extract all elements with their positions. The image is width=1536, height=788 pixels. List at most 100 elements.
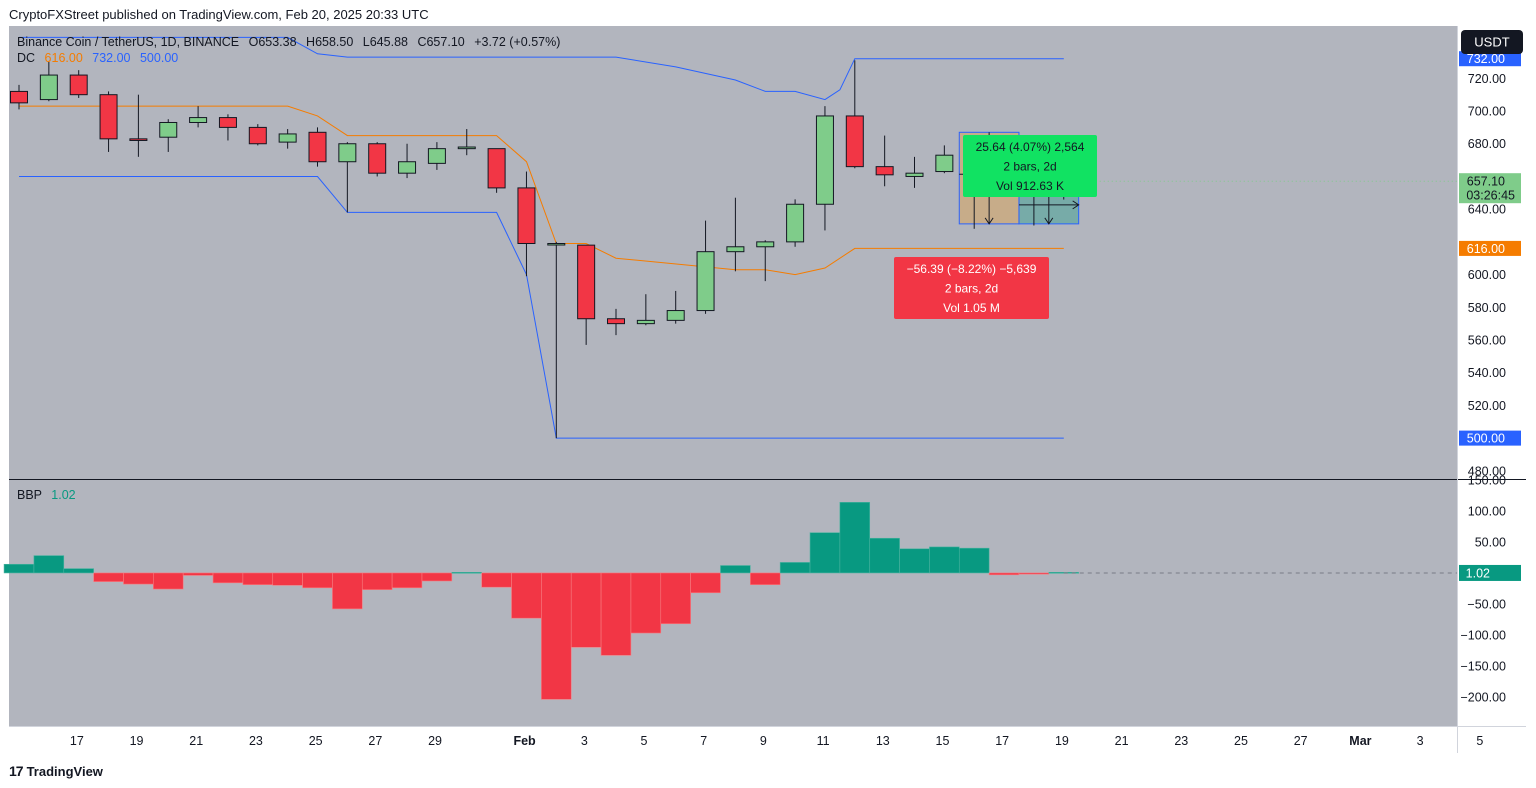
price-label-text: 732.00 <box>1467 52 1505 66</box>
dc-legend-label[interactable]: DC <box>17 51 35 65</box>
currency-button-label[interactable]: USDT <box>1474 35 1509 50</box>
bbp-histogram <box>3 502 1457 700</box>
measure-tooltip-text: −56.39 (−8.22%) −5,639 <box>907 262 1037 276</box>
candle-down <box>845 60 864 169</box>
candle-body <box>427 148 446 164</box>
price-tick-label: 520.00 <box>1468 399 1506 413</box>
bbp-bar <box>809 532 841 574</box>
time-axis-background[interactable] <box>9 727 1526 753</box>
measure-tooltip: −56.39 (−8.22%) −5,639 2 bars, 2d Vol 1.05… <box>894 257 1049 319</box>
dc-basis-line <box>19 105 1064 276</box>
countdown-label: 03:26:45 <box>1466 189 1515 203</box>
candle-body <box>218 117 237 128</box>
bbp-bar <box>332 572 363 610</box>
price-label-text: 500.00 <box>1467 432 1505 446</box>
candle-body <box>756 241 775 248</box>
candle-body <box>10 90 28 104</box>
bbp-bar <box>451 572 482 574</box>
bbp-bar <box>481 572 512 588</box>
bbp-legend-label[interactable]: BBP <box>17 488 42 502</box>
price-tick-label: 540.00 <box>1468 366 1506 380</box>
price-label: 616.00 <box>1459 240 1521 256</box>
price-label-box <box>1459 51 1521 67</box>
candle-up <box>547 241 566 439</box>
legend-symbol[interactable]: Binance Coin / TetherUS, 1D, BINANCE <box>17 35 239 49</box>
scale-background[interactable] <box>1458 26 1526 726</box>
candle-down <box>218 114 237 141</box>
candle-down <box>368 142 387 177</box>
bbp-bar <box>33 555 65 574</box>
candle-body <box>278 133 297 143</box>
time-axis-ticks: 17 19 21 23 25 27 29 Feb 3 5 7 9 11 13 15 17 19 21 23 25 27 M… <box>70 734 1483 748</box>
tradingview-logo-mark: 17 <box>9 763 24 779</box>
tradingview-logo[interactable]: 17 TradingView <box>9 763 103 779</box>
candle-down <box>875 135 894 187</box>
candle-body <box>99 94 118 140</box>
candle-body <box>845 115 864 168</box>
bbp-bar <box>123 572 154 585</box>
legend-change: +3.72 (+0.57%) <box>474 35 560 49</box>
bbp-pane-background[interactable] <box>9 480 1457 726</box>
candle-body <box>189 117 208 123</box>
bbp-tick-label: −150.00 <box>1460 659 1506 673</box>
currency-button[interactable]: USDT <box>1461 30 1523 54</box>
candle-body <box>159 121 178 138</box>
measure-tooltip-box <box>963 135 1097 197</box>
time-tick-label: 21 <box>1115 734 1129 748</box>
candle-up <box>427 142 446 170</box>
candle-down <box>69 70 88 98</box>
measure-v-arrowhead <box>984 217 994 225</box>
price-tick-label: 600.00 <box>1468 268 1506 282</box>
time-tick-label: 13 <box>876 734 890 748</box>
candle-up <box>636 294 655 326</box>
candle-body <box>696 251 715 312</box>
bbp-bar <box>570 572 602 648</box>
bbp-bar <box>929 546 960 574</box>
candle-up <box>159 119 178 152</box>
candle-body <box>547 243 566 246</box>
bbp-bar <box>839 502 871 574</box>
price-tick-label: 700.00 <box>1468 105 1506 119</box>
candle-body <box>368 143 387 174</box>
time-tick-label: 21 <box>189 734 203 748</box>
candle-body <box>129 138 148 141</box>
candle-body <box>577 244 596 320</box>
publisher-caption: CryptoFXStreet published on TradingView.… <box>9 7 429 22</box>
candle-down <box>10 84 28 110</box>
measure-tooltip-text: 25.64 (4.07%) 2,564 <box>976 140 1085 154</box>
candle-body <box>607 318 625 325</box>
price-pane-background[interactable] <box>9 26 1457 479</box>
bbp-bar <box>511 572 542 619</box>
dc-upper-line <box>19 36 1064 101</box>
bbp-bar <box>302 572 333 589</box>
candle-up <box>278 129 297 149</box>
candle-body <box>517 187 536 245</box>
time-tick-label: 23 <box>1174 734 1188 748</box>
candle-body <box>308 131 327 163</box>
time-tick-label: Mar <box>1349 734 1371 748</box>
candle-body <box>398 161 417 174</box>
measure-tooltip-box <box>894 257 1049 319</box>
dc-upper-value: 732.00 <box>92 51 130 65</box>
dc-basis-value: 616.00 <box>45 51 83 65</box>
candle-down <box>487 148 506 193</box>
candle-body <box>726 246 745 253</box>
measure-tooltip-text: Vol 1.05 M <box>943 301 1000 315</box>
candle-down <box>577 244 596 345</box>
time-tick-label: 3 <box>1417 734 1424 748</box>
legend-high-value: 658.50 <box>315 35 353 49</box>
bbp-bar <box>361 572 393 590</box>
candle-body <box>248 126 267 145</box>
bbp-axis-ticks: 150.00 100.00 50.00 −50.00 −100.00 −150.00 −20… <box>1460 474 1506 705</box>
legend-low-value: 645.88 <box>370 35 408 49</box>
candle-up <box>935 145 954 174</box>
candle-up <box>756 240 775 282</box>
time-tick-label: 11 <box>817 734 830 748</box>
candle-up <box>786 199 805 247</box>
candle-up <box>189 106 208 128</box>
bbp-tick-label: 50.00 <box>1475 535 1506 549</box>
candle-up <box>815 106 834 231</box>
legend-close-key: C <box>417 35 426 49</box>
